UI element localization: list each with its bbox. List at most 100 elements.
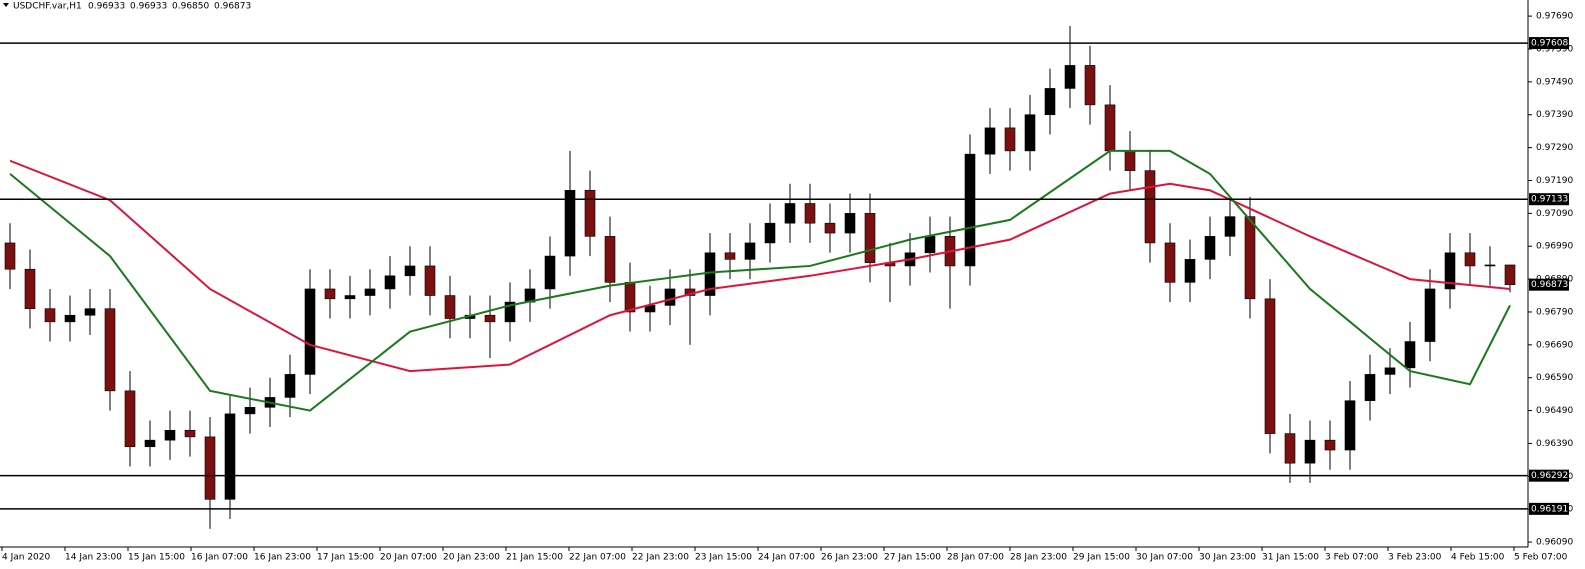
candle-body [784, 203, 796, 224]
moving-average [9, 149, 1511, 412]
x-tick-label: 30 Jan 23:00 [1199, 553, 1256, 563]
y-tick-label: 0.96990 [1536, 242, 1573, 252]
candle-body [844, 213, 856, 234]
x-tick-label: 31 Jan 15:00 [1262, 553, 1319, 563]
y-tick-label: 0.97090 [1536, 209, 1573, 219]
level-label-box [1529, 469, 1569, 482]
candle-body [584, 190, 596, 237]
y-tick-label: 0.96790 [1536, 307, 1573, 317]
candle-body [344, 295, 356, 300]
candle-body [1404, 341, 1416, 369]
level-label: 0.97133 [1531, 195, 1568, 205]
y-tick-label: 0.97490 [1536, 77, 1573, 87]
candle-body [864, 213, 876, 263]
candle-body [1244, 216, 1256, 300]
x-tick-label: 3 Feb 23:00 [1388, 553, 1442, 563]
candle-body [1064, 65, 1076, 89]
candle-body [424, 265, 436, 296]
y-tick-label: 0.97690 [1536, 12, 1573, 22]
candle-body [4, 242, 16, 270]
candle-body [1044, 88, 1056, 116]
candle-body [1324, 439, 1336, 451]
x-tick-label: 21 Jan 15:00 [506, 553, 563, 563]
candle-body [964, 153, 976, 267]
candle-body [984, 127, 996, 155]
candle-body [664, 288, 676, 306]
y-tick-label: 0.97290 [1536, 143, 1573, 153]
candle-body [1144, 170, 1156, 244]
candle-body [744, 242, 756, 260]
candle-body [1444, 252, 1456, 290]
candle-body [764, 222, 776, 244]
candle-body [304, 288, 316, 375]
chart-title: USDCHF.var,H1 [13, 2, 82, 12]
candle-body [1084, 65, 1096, 106]
candle-body [564, 190, 576, 257]
candle-body [1304, 439, 1316, 464]
candle-body [1284, 433, 1296, 464]
x-tick-label: 16 Jan 07:00 [191, 553, 248, 563]
candle-body [284, 374, 296, 398]
level-label-box [1529, 502, 1569, 515]
candle-body [484, 314, 496, 323]
x-tick-label: 5 Feb 07:00 [1514, 553, 1568, 563]
y-tick-label: 0.96090 [1536, 538, 1573, 548]
ohlc-value: 0.96873 [214, 2, 251, 12]
candle-body [384, 275, 396, 290]
current-price-label: 0.96873 [1531, 280, 1568, 290]
current-price-box [1529, 278, 1569, 291]
x-tick-label: 20 Jan 23:00 [443, 553, 500, 563]
candle-body [1164, 242, 1176, 283]
candle-body [44, 308, 56, 323]
candle-body [1384, 367, 1396, 375]
level-label-box [1529, 193, 1569, 206]
x-tick-label: 30 Jan 07:00 [1136, 553, 1193, 563]
y-tick-label: 0.96590 [1536, 373, 1573, 383]
y-tick-label: 0.97590 [1536, 44, 1573, 54]
moving-average [9, 159, 1511, 373]
candle-body [804, 203, 816, 224]
candle-body [504, 301, 516, 323]
candle-body [24, 268, 36, 309]
level-label: 0.97608 [1531, 39, 1568, 49]
candle-body [1184, 259, 1196, 283]
x-tick-label: 27 Jan 15:00 [884, 553, 941, 563]
candle-body [604, 236, 616, 283]
candle-body [144, 439, 156, 448]
y-tick-label: 0.97190 [1536, 176, 1573, 186]
level-label: 0.96292 [1531, 471, 1568, 481]
y-tick-label: 0.96690 [1536, 340, 1573, 350]
candle-body [124, 390, 136, 448]
candle-body [204, 436, 216, 500]
candle-body [1364, 374, 1376, 402]
candle-body [1204, 236, 1216, 260]
dropdown-arrow [3, 3, 9, 7]
x-tick-label: 24 Jan 07:00 [758, 553, 815, 563]
x-tick-label: 29 Jan 15:00 [1073, 553, 1130, 563]
candle-body [1224, 216, 1236, 237]
x-tick-label: 22 Jan 23:00 [632, 553, 689, 563]
ohlc-value: 0.96850 [172, 2, 209, 12]
candle-body [224, 413, 236, 500]
candle-body [1104, 104, 1116, 152]
candle-body [164, 430, 176, 441]
candle-body [184, 430, 196, 438]
x-tick-label: 4 Feb 15:00 [1451, 553, 1505, 563]
x-tick-label: 17 Jan 15:00 [317, 553, 374, 563]
candle-body [1024, 114, 1036, 152]
candle-body [1124, 150, 1136, 171]
candle-body [364, 288, 376, 296]
candle-body [1004, 127, 1016, 152]
level-label: 0.96191 [1531, 504, 1568, 514]
x-tick-label: 22 Jan 07:00 [569, 553, 626, 563]
x-tick-label: 20 Jan 07:00 [380, 553, 437, 563]
candle-body [324, 288, 336, 300]
ohlc-value: 0.96933 [130, 2, 167, 12]
x-tick-label: 26 Jan 23:00 [821, 553, 878, 563]
candle-body [1264, 298, 1276, 434]
x-tick-label: 16 Jan 23:00 [254, 553, 311, 563]
x-tick-label: 4 Jan 2020 [2, 553, 50, 563]
candle-body [84, 308, 96, 316]
